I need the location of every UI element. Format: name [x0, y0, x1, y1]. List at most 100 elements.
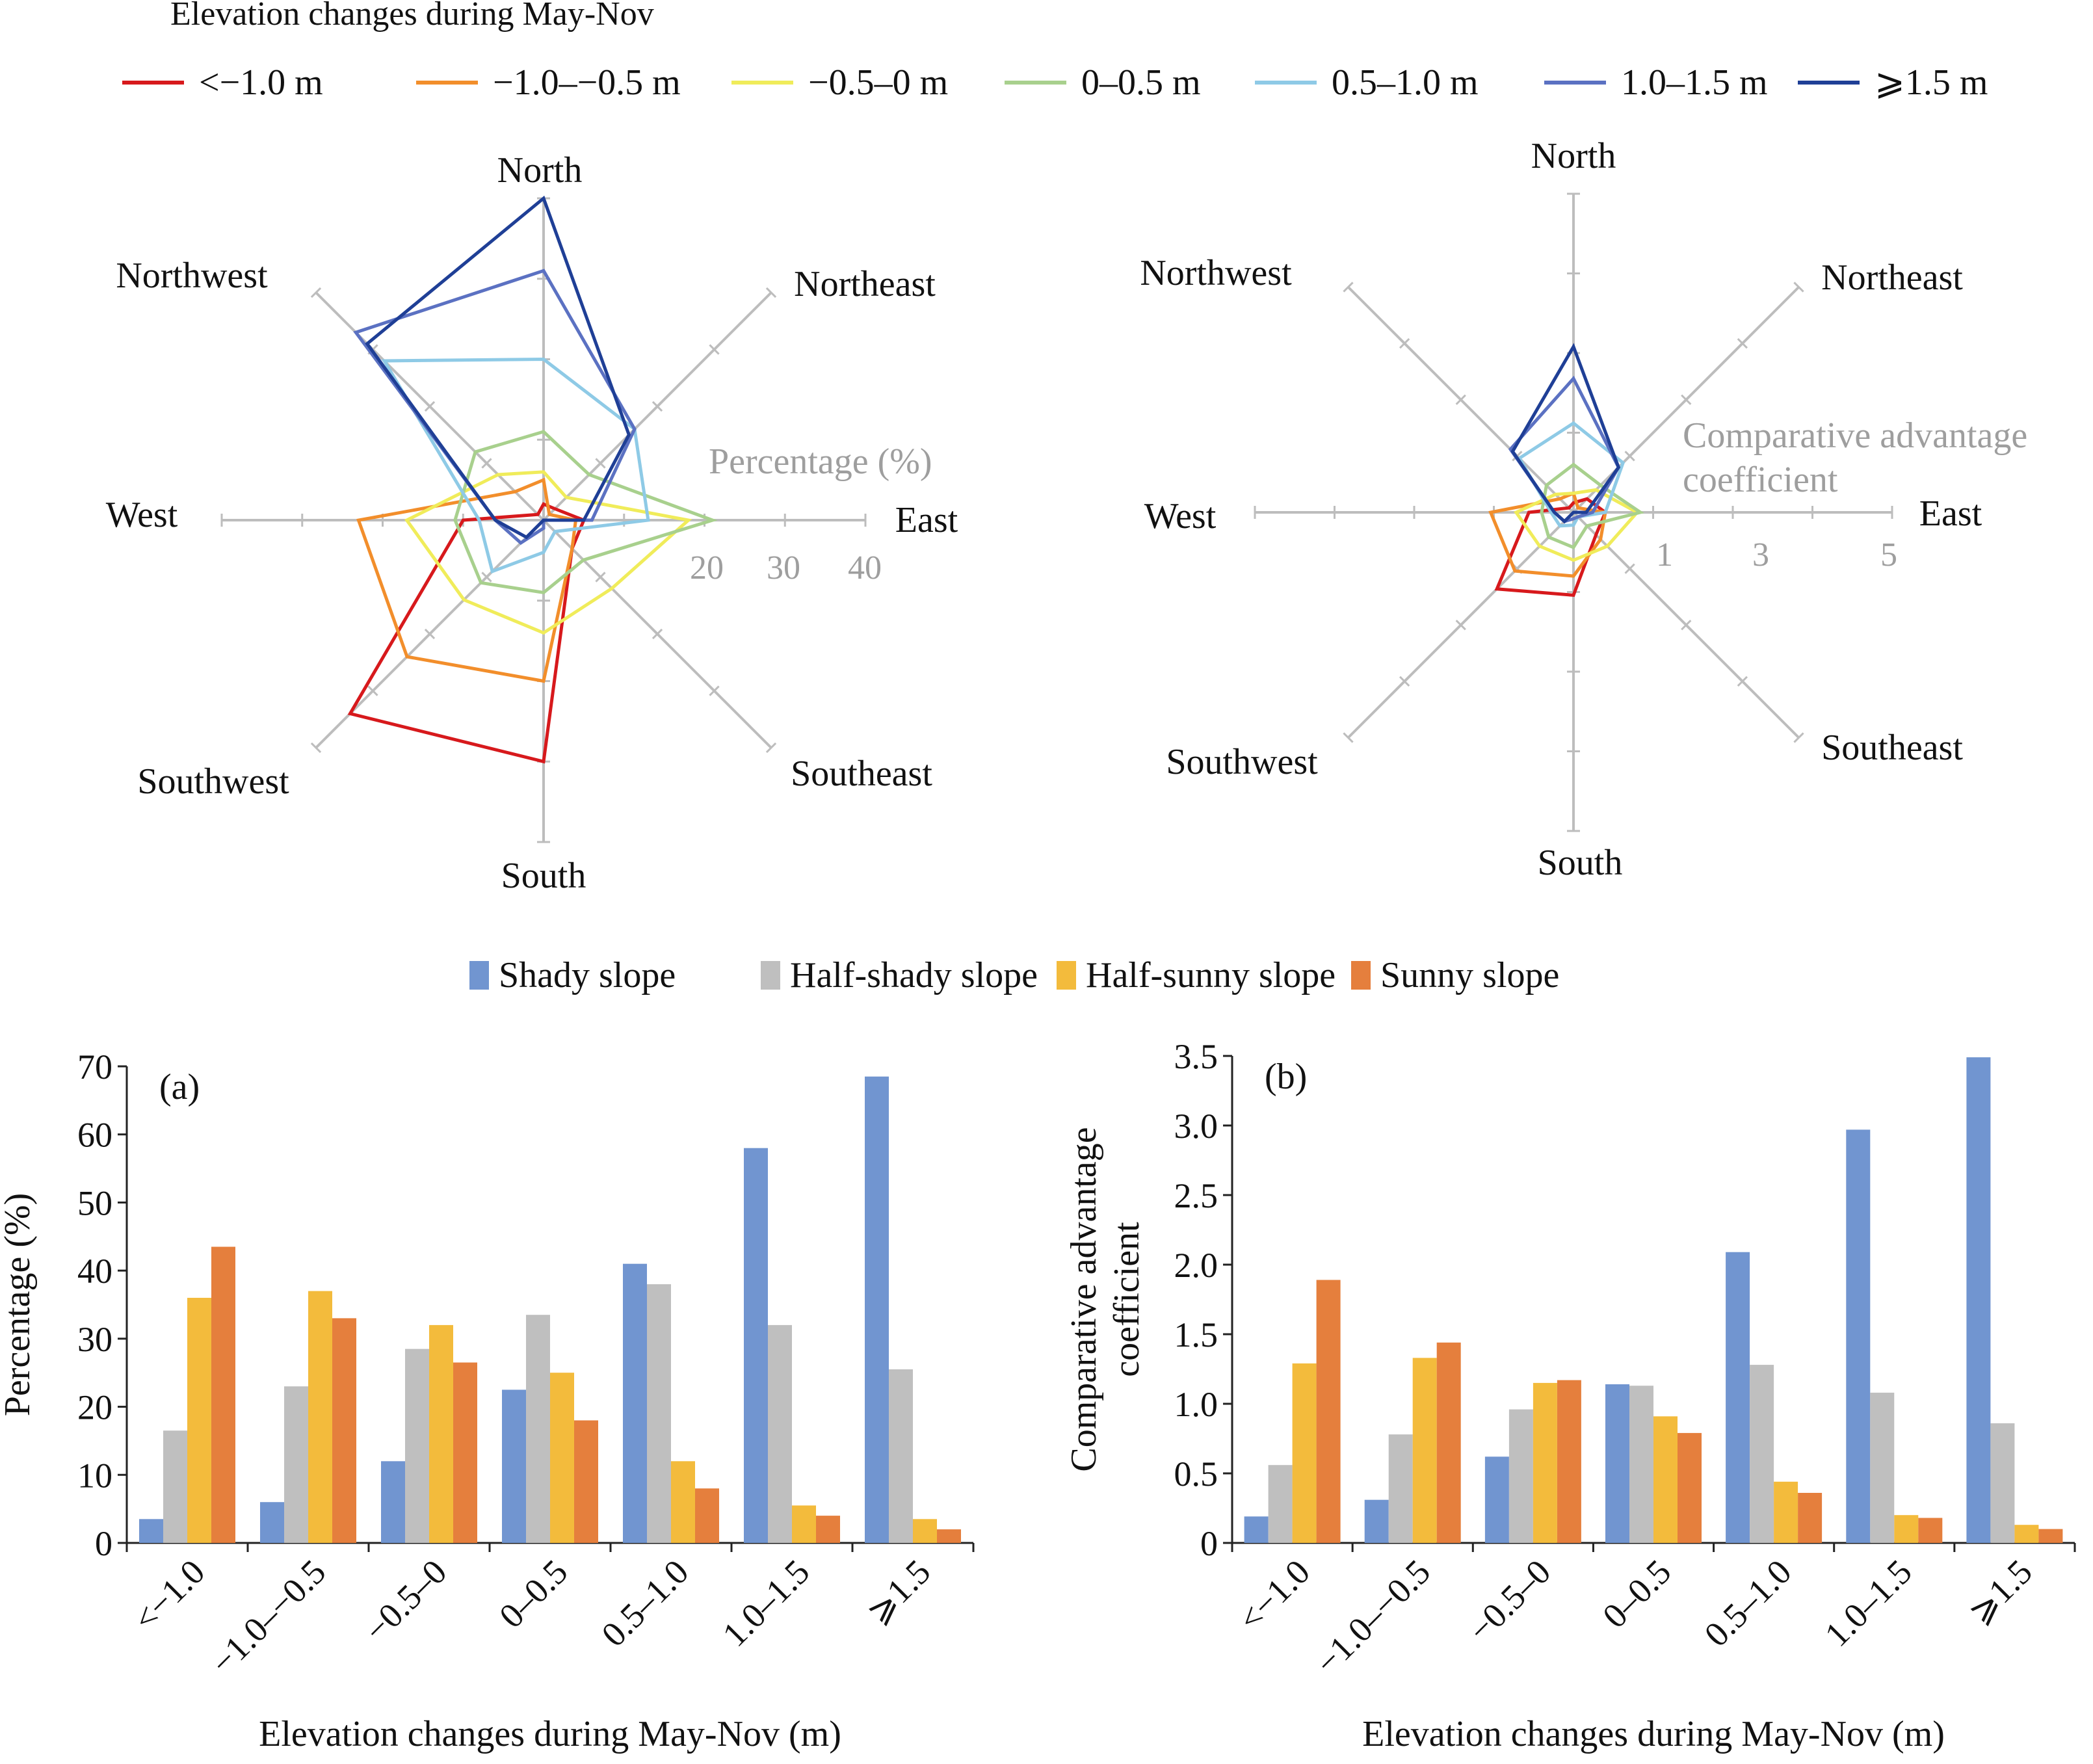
legend-label-1: −1.0–−0.5 m	[493, 62, 681, 103]
radar-tick	[481, 572, 492, 583]
radar-label-southeast: Southeast	[791, 754, 932, 794]
bar-shady-slope-2	[381, 1461, 405, 1543]
y-tick-label-40: 40	[77, 1252, 112, 1291]
radar-label-southwest: Southwest	[137, 761, 289, 802]
x-tick-label-4: 0.5–1.0	[594, 1552, 696, 1654]
radar-series-3	[1540, 462, 1644, 550]
bar-half-shady-slope-1	[284, 1386, 308, 1543]
radar-label-east: East	[1919, 494, 1982, 534]
bar-half-shady-slope-1	[1388, 1434, 1413, 1543]
x-tick-label-5: 1.0–1.5	[715, 1552, 817, 1654]
radar-tick	[1681, 620, 1692, 631]
bar-shady-slope-4	[623, 1263, 647, 1543]
radar-tick	[1737, 676, 1748, 687]
bar-shady-slope-4	[1726, 1252, 1750, 1543]
radar-series-1	[356, 477, 578, 683]
bar-sunny-slope-0	[1316, 1280, 1341, 1543]
radar-axis-title-line-1: coefficient	[1683, 460, 1838, 500]
radar-label-northwest: Northwest	[116, 256, 268, 296]
legend-label-2: −0.5–0 m	[808, 62, 948, 103]
x-axis-title: Elevation changes during May-Nov (m)	[259, 1714, 841, 1754]
radar-tick	[765, 287, 777, 298]
x-tick-label-3: 0–0.5	[1595, 1552, 1678, 1635]
bar-shady-slope-2	[1484, 1456, 1509, 1543]
radar-tick	[424, 401, 436, 412]
radar-legend-title: Elevation changes during May-Nov	[170, 0, 654, 33]
radar-tick	[1624, 563, 1635, 574]
x-tick-label-2: −0.5–0	[1460, 1552, 1558, 1650]
bar-half-sunny-slope-6	[913, 1519, 937, 1543]
radar-tick	[481, 458, 492, 469]
bar-sunny-slope-0	[211, 1246, 235, 1543]
bar-legend-swatch-sunny-slope	[1351, 961, 1371, 990]
bar-half-sunny-slope-0	[1292, 1363, 1317, 1543]
bar-half-sunny-slope-5	[792, 1505, 816, 1543]
bar-half-sunny-slope-0	[187, 1298, 211, 1543]
radar-tick-label-1: 1	[1656, 536, 1673, 573]
y-tick-label-2-0: 2.0	[1174, 1246, 1218, 1285]
bar-half-sunny-slope-3	[550, 1373, 574, 1543]
radar-tick-label-3: 3	[1752, 536, 1769, 573]
radar-label-north: North	[497, 150, 583, 191]
radar-tick	[595, 458, 606, 469]
radar-tick	[1399, 338, 1410, 349]
radar-chart-coefficient: North Northeast East Southeast South Southwes…	[1140, 136, 2027, 883]
bar-half-shady-slope-2	[1508, 1409, 1533, 1543]
bar-half-sunny-slope-2	[1533, 1382, 1557, 1543]
bar-sunny-slope-5	[816, 1516, 840, 1543]
bar-sunny-slope-4	[1798, 1493, 1823, 1543]
x-tick-label-2: −0.5–0	[357, 1552, 454, 1650]
y-tick-label-0-5: 0.5	[1174, 1455, 1218, 1494]
bar-sunny-slope-3	[1678, 1432, 1702, 1543]
bar-legend-label-half-shady-slope: Half-shady slope	[790, 955, 1038, 995]
bar-sunny-slope-2	[453, 1362, 477, 1543]
y-axis-title-line-1: coefficient	[1107, 1222, 1147, 1377]
bar-half-shady-slope-4	[1750, 1365, 1774, 1543]
radar-tick-label-30: 30	[767, 549, 800, 586]
radar-tick	[1737, 338, 1748, 349]
radar-label-northwest: Northwest	[1140, 253, 1292, 293]
y-tick-label-3-5: 3.5	[1174, 1037, 1218, 1076]
bar-legend-swatch-shady-slope	[469, 961, 489, 990]
radar-tick	[765, 742, 777, 754]
bar-chart-a: 0 10 20 30 40 50 60 70 <−1.0−1.0–−0.5 −0.5–0 0–0.5…	[0, 1047, 975, 1754]
radar-tick	[1455, 620, 1466, 631]
radar-series-6	[1510, 343, 1621, 524]
panel-label: (a)	[159, 1067, 200, 1107]
radar-tick	[709, 344, 720, 355]
legend-label-6: ⩾1.5 m	[1875, 62, 1988, 103]
legend-label-3: 0–0.5 m	[1081, 62, 1201, 103]
x-tick-label-5: 1.0–1.5	[1817, 1552, 1919, 1654]
radar-tick	[424, 628, 436, 640]
bar-half-shady-slope-0	[163, 1430, 187, 1543]
panel-label: (b)	[1265, 1057, 1307, 1097]
radar-axis-title-line-0: Percentage (%)	[709, 441, 932, 482]
radar-series-2	[404, 470, 692, 635]
radar-label-southwest: Southwest	[1166, 742, 1318, 782]
radar-tick-label-5: 5	[1880, 536, 1897, 573]
bar-half-sunny-slope-4	[1774, 1481, 1798, 1543]
bar-half-shady-slope-3	[1629, 1386, 1653, 1543]
bar-half-sunny-slope-2	[429, 1324, 453, 1543]
radar-tick	[1793, 732, 1804, 743]
radar-label-west: West	[1144, 496, 1217, 536]
bar-sunny-slope-5	[1918, 1518, 1943, 1543]
x-tick-label-1: −1.0–−0.5	[203, 1552, 333, 1682]
bar-half-sunny-slope-4	[671, 1461, 695, 1543]
radar-label-northeast: Northeast	[794, 264, 936, 304]
radar-axis-title-line-0: Comparative advantage	[1683, 415, 2027, 456]
legend-label-5: 1.0–1.5 m	[1621, 62, 1768, 103]
radar-label-south: South	[1538, 843, 1623, 883]
radar-tick	[367, 685, 378, 696]
y-tick-label-2-5: 2.5	[1174, 1176, 1218, 1215]
bar-sunny-slope-4	[695, 1488, 719, 1543]
y-tick-label-1-0: 1.0	[1174, 1385, 1218, 1424]
radar-legend: Elevation changes during May-Nov <−1.0 m…	[122, 0, 1988, 103]
bar-shady-slope-3	[502, 1389, 526, 1543]
y-tick-label-50: 50	[77, 1183, 112, 1222]
bar-half-shady-slope-6	[1990, 1423, 2015, 1543]
radar-tick-label-40: 40	[848, 549, 882, 586]
bar-half-shady-slope-2	[405, 1349, 429, 1543]
radar-tick	[652, 401, 663, 412]
x-tick-label-1: −1.0–−0.5	[1308, 1552, 1438, 1682]
